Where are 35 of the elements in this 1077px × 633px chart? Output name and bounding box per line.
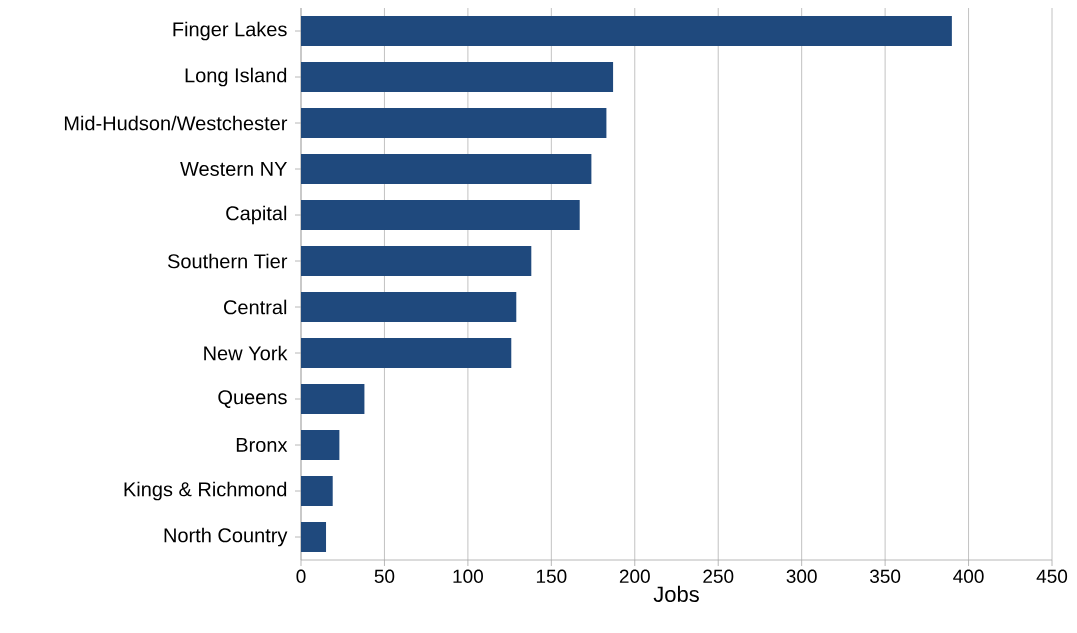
x-tick-label: 0 — [296, 569, 306, 583]
y-tick-label: Kings & Richmond — [124, 481, 287, 501]
y-tick-label: Bronx — [236, 438, 288, 452]
y-tick-label: North Country — [164, 527, 288, 547]
y-tick-label: Central — [224, 299, 287, 315]
x-tick-label: 150 — [536, 569, 567, 583]
x-tick-label: 450 — [1036, 569, 1068, 583]
bar — [301, 200, 580, 230]
y-tick-label: New York — [204, 345, 288, 361]
bar — [301, 522, 327, 552]
x-tick-label: 300 — [786, 569, 817, 583]
x-tick-label: 100 — [453, 569, 483, 583]
x-tick-label: 200 — [619, 569, 650, 583]
bar — [301, 430, 340, 460]
y-tick-label: Capital — [226, 205, 287, 225]
x-tick-label: 350 — [869, 569, 901, 583]
y-tick-label: Mid-Hudson/Westchester — [64, 115, 288, 131]
bar — [301, 16, 952, 46]
bar — [301, 154, 592, 184]
y-tick-label: Western NY — [180, 162, 287, 176]
bar — [301, 292, 517, 322]
x-tick-label: 400 — [953, 569, 984, 583]
x-tick-label: 50 — [374, 569, 395, 583]
x-axis-title: Jobs — [653, 585, 699, 603]
bar — [301, 476, 333, 506]
y-tick-label: Queens — [218, 390, 287, 408]
bar — [301, 108, 607, 138]
bar — [301, 246, 532, 276]
y-tick-label: Long Island — [185, 67, 287, 87]
y-tick-label: Southern Tier — [167, 253, 288, 269]
bar — [301, 338, 512, 368]
bar — [301, 62, 614, 92]
bar — [301, 384, 365, 414]
y-tick-label: Finger Lakes — [173, 21, 287, 41]
x-tick-label: 250 — [703, 569, 734, 583]
